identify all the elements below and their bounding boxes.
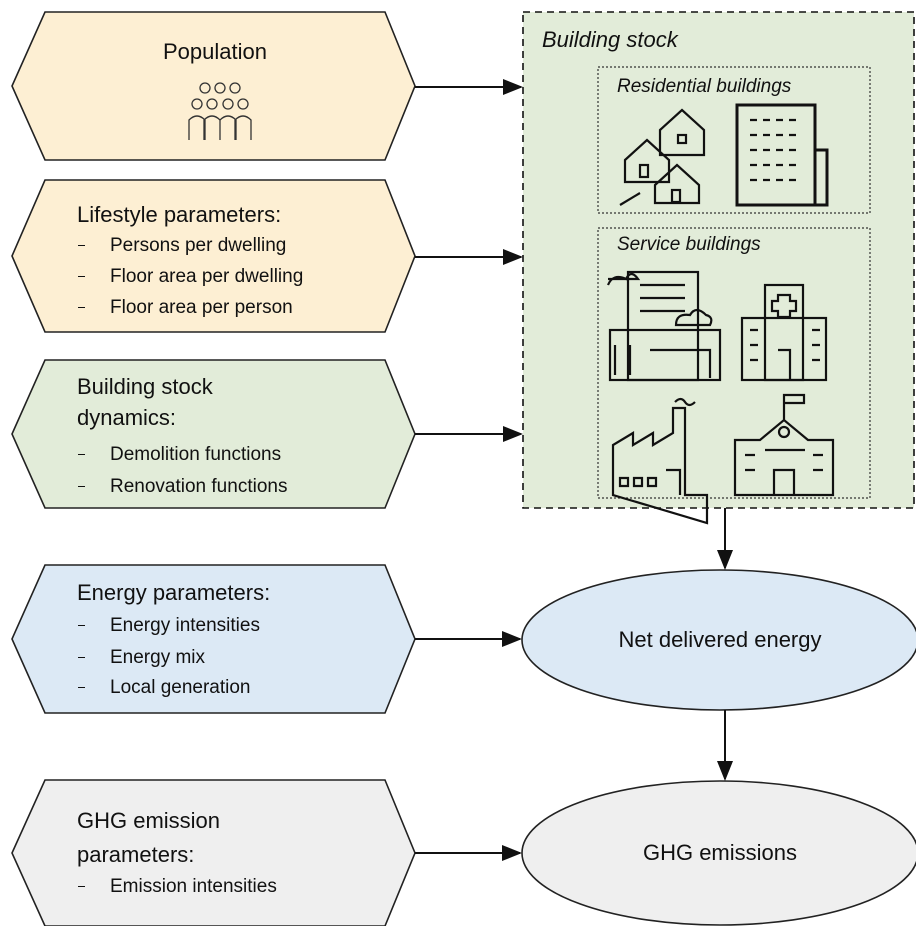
list-item: Energy intensities <box>110 610 260 641</box>
node-title: Building stock dynamics: <box>77 371 277 433</box>
container-title: Building stock <box>542 24 678 55</box>
list-item: Floor area per person <box>110 292 293 323</box>
output-label: Net delivered energy <box>522 624 916 655</box>
item-text: Demolition functions <box>110 444 281 465</box>
item-text: Persons per dwelling <box>110 235 286 256</box>
list-item: Local generation <box>110 672 251 703</box>
list-item: Floor area per dwelling <box>110 261 303 292</box>
item-text: Energy mix <box>110 647 205 668</box>
item-text: Floor area per person <box>110 297 293 318</box>
item-text: Emission intensities <box>110 876 277 897</box>
node-title: GHG emission parameters: <box>77 804 277 872</box>
item-text: Renovation functions <box>110 476 287 497</box>
node-title: Population <box>45 36 385 67</box>
output-label: GHG emissions <box>522 837 916 868</box>
group-label: Residential buildings <box>617 71 791 102</box>
node-title: Energy parameters: <box>77 577 377 608</box>
list-item: Emission intensities <box>110 871 277 902</box>
item-text: Energy intensities <box>110 615 260 636</box>
list-item: Demolition functions <box>110 439 281 470</box>
diagram: Population Lifestyle parameters: Persons… <box>0 0 916 926</box>
group-label: Service buildings <box>617 229 761 260</box>
list-item: Persons per dwelling <box>110 230 286 261</box>
hexagon <box>12 12 415 160</box>
list-item: Energy mix <box>110 642 205 673</box>
item-text: Floor area per dwelling <box>110 266 303 287</box>
list-item: Renovation functions <box>110 471 287 502</box>
node-title: Lifestyle parameters: <box>77 199 377 230</box>
item-text: Local generation <box>110 677 251 698</box>
